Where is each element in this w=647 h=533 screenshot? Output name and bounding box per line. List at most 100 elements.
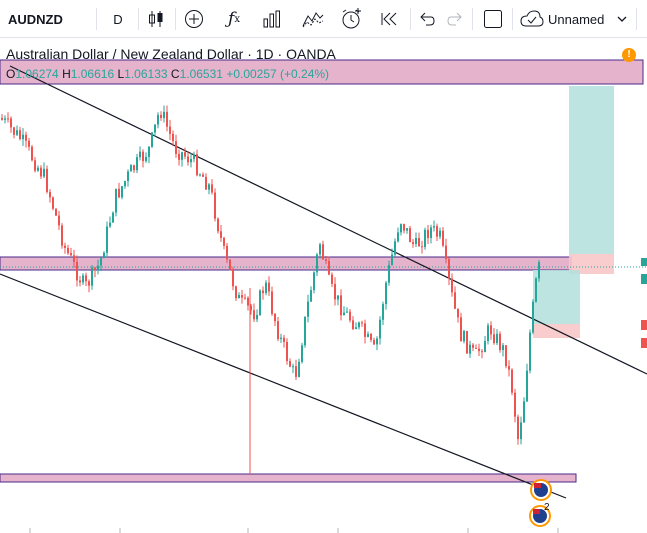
- symbol-search[interactable]: AUDNZD: [8, 11, 63, 27]
- long-position-target-upper[interactable]: [569, 86, 614, 254]
- candle-body: [325, 259, 327, 262]
- candle-body: [115, 188, 117, 213]
- candle-body: [400, 224, 402, 233]
- candle-body: [439, 230, 441, 237]
- support-resistance-zone-mid[interactable]: [0, 256, 572, 271]
- economic-event-flag-new-zealand[interactable]: [529, 505, 551, 527]
- candle-body: [445, 245, 447, 260]
- alert-badge[interactable]: !: [622, 48, 636, 62]
- candle-body: [418, 237, 420, 247]
- candle-body: [103, 252, 105, 259]
- bar-style-icon[interactable]: [145, 4, 167, 34]
- candle-body: [490, 325, 492, 335]
- candlestick-series: [1, 105, 540, 445]
- candle-body: [394, 241, 396, 255]
- candle-body: [199, 174, 201, 176]
- candle-body: [157, 114, 159, 125]
- candle-body: [91, 267, 93, 286]
- candle-body: [268, 282, 270, 292]
- long-position-stop-lower[interactable]: [533, 324, 580, 338]
- candle-body: [25, 134, 27, 141]
- candle-body: [232, 269, 234, 287]
- candle-body: [250, 305, 252, 311]
- price-chart[interactable]: [0, 38, 647, 533]
- layout-name[interactable]: Unnamed: [548, 11, 605, 27]
- financials-icon[interactable]: [260, 4, 284, 34]
- support-zone-bottom[interactable]: [0, 473, 577, 483]
- candle-body: [340, 295, 342, 316]
- change-value: +0.00257 (+0.24%): [226, 67, 330, 81]
- candle-body: [193, 154, 195, 159]
- long-position-stop-upper[interactable]: [569, 254, 614, 274]
- close-label: C: [170, 67, 180, 81]
- candle-body: [28, 140, 30, 147]
- candle-body: [196, 154, 198, 176]
- candle-body: [256, 315, 258, 320]
- interval-button[interactable]: D: [113, 11, 123, 27]
- chevron-down-icon[interactable]: [614, 4, 630, 34]
- candle-body: [328, 261, 330, 275]
- candle-body: [175, 141, 177, 154]
- candle-body: [133, 165, 135, 171]
- candle-body: [34, 160, 36, 171]
- fullscreen-icon[interactable]: [481, 4, 505, 34]
- open-label: O: [6, 67, 16, 81]
- channel-upper-trendline[interactable]: [9, 65, 647, 375]
- candle-body: [205, 176, 207, 190]
- candle-body: [436, 226, 438, 237]
- ohlc-legend: O1.06274 H1.06616 L1.06133 C1.06531 +0.0…: [6, 67, 329, 81]
- toolbar-divider: [96, 8, 97, 30]
- candle-body: [484, 340, 486, 353]
- candle-body: [253, 310, 255, 320]
- candle-body: [271, 291, 273, 314]
- candle-body: [358, 322, 360, 328]
- candle-body: [190, 158, 192, 163]
- candle-body: [163, 111, 165, 118]
- redo-icon[interactable]: [444, 4, 466, 34]
- candle-body: [97, 265, 99, 271]
- toolbar-divider: [138, 8, 139, 30]
- undo-icon[interactable]: [416, 4, 438, 34]
- candle-body: [382, 304, 384, 320]
- candle-body: [337, 295, 339, 300]
- candle-body: [43, 168, 45, 177]
- chart-area[interactable]: Australian Dollar / New Zealand Dollar ·…: [0, 38, 647, 533]
- candle-body: [505, 345, 507, 367]
- candle-body: [13, 127, 15, 135]
- candle-body: [469, 344, 471, 354]
- candle-body: [139, 151, 141, 158]
- replay-icon[interactable]: [378, 4, 402, 34]
- candle-body: [49, 191, 51, 198]
- candle-body: [493, 334, 495, 344]
- candle-body: [4, 118, 6, 120]
- candle-body: [136, 157, 138, 171]
- economic-event-flag-australia[interactable]: [530, 479, 552, 501]
- candle-body: [217, 218, 219, 232]
- alert-icon[interactable]: [338, 4, 364, 34]
- candle-body: [280, 337, 282, 339]
- candle-body: [67, 247, 69, 254]
- candle-body: [127, 171, 129, 182]
- compare-icon[interactable]: [300, 4, 326, 34]
- cloud-save-icon[interactable]: [518, 4, 546, 34]
- candle-body: [145, 156, 147, 162]
- resistance-zone-top[interactable]: [0, 59, 644, 85]
- candle-body: [1, 118, 3, 120]
- channel-lower-trendline[interactable]: [0, 273, 567, 499]
- candle-body: [160, 114, 162, 118]
- candle-body: [313, 272, 315, 291]
- candle-body: [121, 186, 123, 198]
- candle-body: [301, 345, 303, 362]
- add-indicator-icon[interactable]: [182, 4, 206, 34]
- candle-body: [244, 297, 246, 299]
- candle-body: [535, 278, 537, 302]
- candle-body: [367, 333, 369, 337]
- candle-body: [487, 325, 489, 341]
- candle-body: [130, 165, 132, 172]
- candle-body: [529, 332, 531, 371]
- candle-body: [457, 308, 459, 318]
- long-position-target-lower[interactable]: [533, 270, 580, 324]
- candle-body: [406, 228, 408, 231]
- time-axis-ticks: [29, 528, 559, 533]
